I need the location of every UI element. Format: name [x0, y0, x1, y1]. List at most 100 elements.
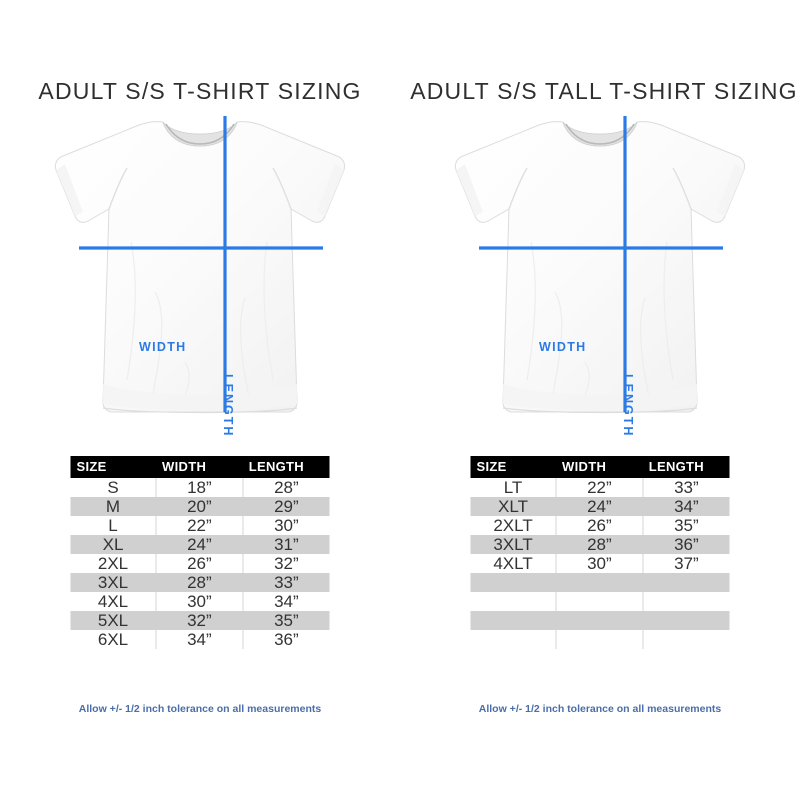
size-table-adult-ss: SIZE WIDTH LENGTH S 18” 28” M 20” 29” L 22” 30…: [70, 456, 330, 649]
cell-size: S: [70, 478, 157, 497]
fabric-folds: [526, 241, 674, 407]
cell-length: 31”: [242, 535, 330, 554]
cell-length: 34”: [642, 497, 730, 516]
right-sleeve-seam: [272, 167, 292, 210]
table-row-empty: [470, 630, 730, 649]
table-row-empty: [470, 573, 730, 592]
shirt-body: [454, 121, 746, 413]
column-header-size: SIZE: [70, 456, 157, 478]
cell-size: 2XL: [70, 554, 157, 573]
cell-width: 20”: [156, 497, 244, 516]
cell-length: 37”: [642, 554, 730, 573]
table-row: 5XL 32” 35”: [70, 611, 330, 630]
cell-empty: [556, 592, 644, 611]
cell-size: XLT: [470, 497, 557, 516]
cell-size: 2XLT: [470, 516, 557, 535]
table-header-row: SIZE WIDTH LENGTH: [70, 456, 330, 478]
cell-width: 30”: [156, 592, 244, 611]
cell-empty: [556, 573, 644, 592]
cell-width: 22”: [156, 516, 244, 535]
table-row: 3XL 28” 33”: [70, 573, 330, 592]
width-label: WIDTH: [139, 340, 187, 354]
tolerance-note-adult-ss-tall: Allow +/- 1/2 inch tolerance on all meas…: [478, 703, 722, 715]
shirt-hem: [102, 407, 298, 414]
cell-size: XL: [70, 535, 157, 554]
cell-empty: [642, 611, 730, 630]
size-table-adult-ss-tall: SIZE WIDTH LENGTH LT 22” 33” XLT 24” 34” 2XL…: [470, 456, 730, 649]
cell-width: 18”: [156, 478, 244, 497]
length-label: LENGTH: [221, 374, 235, 438]
column-header-length: LENGTH: [642, 456, 730, 478]
table-row-empty: [470, 592, 730, 611]
cell-width: 28”: [556, 535, 644, 554]
cell-empty: [642, 573, 730, 592]
cell-length: 29”: [242, 497, 330, 516]
table-row: 6XL 34” 36”: [70, 630, 330, 649]
table-row-empty: [470, 611, 730, 630]
cell-empty: [556, 630, 644, 649]
cell-size: M: [70, 497, 157, 516]
table-body: S 18” 28” M 20” 29” L 22” 30” XL 24” 31” 2XL 26” 3…: [70, 478, 330, 649]
page-title-adult-ss: ADULT S/S T-SHIRT SIZING: [38, 78, 362, 104]
cell-length: 33”: [642, 478, 730, 497]
table-row: 4XLT 30” 37”: [470, 554, 730, 573]
adult-ss-panel: ADULT S/S T-SHIRT SIZING: [35, 78, 365, 715]
cell-empty: [556, 611, 644, 630]
page-title-adult-ss-tall: ADULT S/S TALL T-SHIRT SIZING: [410, 78, 798, 104]
table-row: XLT 24” 34”: [470, 497, 730, 516]
cell-width: 34”: [156, 630, 244, 649]
cell-size: 5XL: [70, 611, 157, 630]
table-header-row: SIZE WIDTH LENGTH: [470, 456, 730, 478]
cell-empty: [470, 592, 557, 611]
tshirt-graphic: [454, 116, 746, 414]
right-sleeve-seam: [672, 167, 692, 210]
table-row: 4XL 30” 34”: [70, 592, 330, 611]
shirt-hem: [502, 407, 698, 414]
left-sleeve-seam: [508, 167, 528, 210]
cell-empty: [642, 592, 730, 611]
table-row: 2XLT 26” 35”: [470, 516, 730, 535]
left-sleeve-seam: [108, 167, 128, 210]
cell-empty: [470, 611, 557, 630]
cell-length: 34”: [242, 592, 330, 611]
table-row: 3XLT 28” 36”: [470, 535, 730, 554]
table-body: LT 22” 33” XLT 24” 34” 2XLT 26” 35” 3XLT 28” 36”…: [470, 478, 730, 649]
tolerance-note-adult-ss: Allow +/- 1/2 inch tolerance on all meas…: [78, 703, 322, 715]
tshirt-illustration-adult-ss-tall: WIDTH LENGTH: [435, 112, 765, 452]
shirt-body: [54, 121, 346, 413]
column-header-width: WIDTH: [556, 456, 643, 478]
cell-width: 26”: [156, 554, 244, 573]
cell-width: 24”: [156, 535, 244, 554]
cell-size: 4XLT: [470, 554, 557, 573]
cell-size: 3XLT: [470, 535, 557, 554]
cell-length: 28”: [242, 478, 330, 497]
cell-size: 4XL: [70, 592, 157, 611]
cell-empty: [470, 573, 557, 592]
cell-size: L: [70, 516, 157, 535]
column-header-width: WIDTH: [156, 456, 243, 478]
cell-length: 36”: [242, 630, 330, 649]
cell-length: 35”: [642, 516, 730, 535]
cell-length: 36”: [642, 535, 730, 554]
length-label: LENGTH: [621, 374, 635, 438]
cell-size: 6XL: [70, 630, 157, 649]
cell-length: 33”: [242, 573, 330, 592]
width-label: WIDTH: [539, 340, 587, 354]
shadow-shading: [56, 164, 344, 410]
cell-length: 32”: [242, 554, 330, 573]
tshirt-illustration-adult-ss: WIDTH LENGTH: [35, 112, 365, 452]
cell-size: LT: [470, 478, 557, 497]
column-header-length: LENGTH: [242, 456, 330, 478]
tshirt-graphic: [54, 116, 346, 414]
cell-length: 35”: [242, 611, 330, 630]
table-row: L 22” 30”: [70, 516, 330, 535]
cell-empty: [470, 630, 557, 649]
table-row: M 20” 29”: [70, 497, 330, 516]
table-row: S 18” 28”: [70, 478, 330, 497]
cell-size: 3XL: [70, 573, 157, 592]
cell-width: 24”: [556, 497, 644, 516]
cell-width: 22”: [556, 478, 644, 497]
adult-ss-tall-panel: ADULT S/S TALL T-SHIRT SIZING: [400, 0, 800, 800]
shadow-shading: [456, 164, 744, 410]
